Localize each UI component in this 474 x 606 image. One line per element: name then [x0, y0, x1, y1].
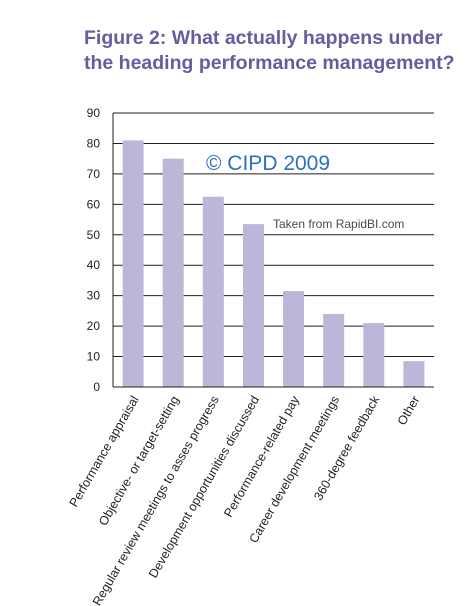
category-label-4: Performance-related pay	[221, 393, 302, 520]
category-label-7: Other	[395, 394, 423, 428]
y-tick-label-30: 30	[87, 289, 101, 303]
bar-6	[363, 323, 385, 387]
bars	[122, 140, 425, 387]
y-tick-labels: 0 10 20 30 40 50 60 70 80 90	[87, 106, 101, 394]
y-tick-label-10: 10	[87, 350, 101, 364]
bar-3	[242, 224, 264, 387]
category-label-0: Performance appraisal	[67, 394, 142, 510]
category-label-1: Objective- or target-setting	[96, 393, 182, 528]
y-tick-label-40: 40	[87, 258, 101, 272]
bar-2	[202, 196, 224, 387]
chart-title-line-1: Figure 2: What actually happens under	[84, 27, 443, 49]
copyright-watermark: © CIPD 2009	[206, 152, 330, 175]
chart-title-line-2: the heading performance management?	[84, 52, 455, 74]
gridlines	[113, 112, 434, 358]
y-tick-label-50: 50	[87, 228, 101, 242]
y-tick-label-20: 20	[87, 319, 101, 333]
y-tick-label-60: 60	[87, 197, 101, 211]
bar-1	[162, 158, 184, 387]
bar-7	[403, 361, 425, 387]
y-tick-label-80: 80	[87, 136, 101, 150]
y-tick-label-70: 70	[87, 167, 101, 181]
chart-title: Figure 2: What actually happens under th…	[84, 26, 455, 76]
bar-4	[283, 291, 305, 387]
y-tick-label-90: 90	[87, 106, 101, 120]
source-watermark: Taken from RapidBI.com	[273, 217, 404, 231]
bar-0	[122, 140, 144, 387]
axes	[112, 113, 434, 388]
bar-5	[323, 313, 345, 387]
y-tick-label-0: 0	[93, 380, 100, 394]
